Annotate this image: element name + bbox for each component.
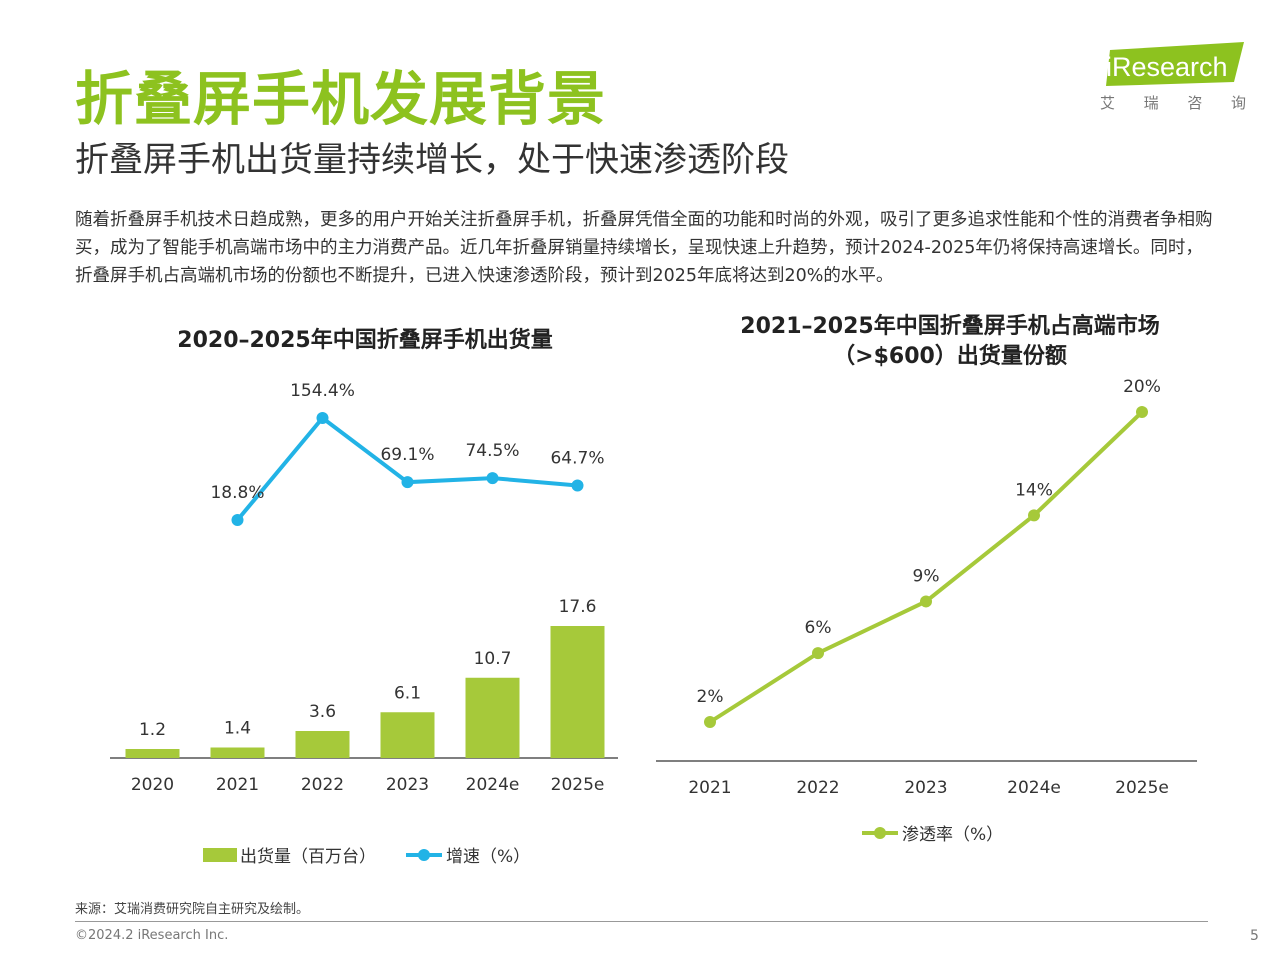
- chart1-growth-label-2025e: 64.7%: [550, 448, 604, 468]
- chart1-growth-label-2023: 69.1%: [380, 445, 434, 465]
- chart1-x-tick-2023: 2023: [386, 775, 429, 795]
- chart1-x-tick-2025e: 2025e: [551, 775, 605, 795]
- chart1-legend-line-label: 增速（%）: [446, 847, 530, 867]
- chart2-x-tick-2022: 2022: [796, 778, 839, 798]
- chart1-growth-label-2024e: 74.5%: [465, 441, 519, 461]
- chart1-x-tick-2021: 2021: [216, 775, 259, 795]
- chart2-x-tick-2025e: 2025e: [1115, 778, 1169, 798]
- chart1-legend-line-marker: [418, 849, 430, 861]
- chart1-bar-label-2023: 6.1: [394, 683, 421, 703]
- chart1-growth-point-2021: [231, 514, 244, 526]
- chart1-bar-2023: [380, 712, 435, 758]
- chart2-x-tick-2021: 2021: [688, 778, 731, 798]
- chart1-growth-point-2024e: [486, 472, 499, 485]
- copyright: ©2024.2 iResearch Inc.: [75, 928, 229, 943]
- chart1-legend-bar-swatch: [203, 848, 237, 862]
- chart1-bar-label-2025e: 17.6: [559, 597, 597, 617]
- chart2-point-2021: [704, 716, 716, 728]
- chart1-x-tick-2022: 2022: [301, 775, 344, 795]
- chart2-x-tick-2024e: 2024e: [1007, 778, 1061, 798]
- page-subtitle: 折叠屏手机出货量持续增长，处于快速渗透阶段: [75, 140, 789, 180]
- chart2-legend-label: 渗透率（%）: [902, 825, 1003, 845]
- chart2-point-2025e: [1136, 406, 1148, 418]
- chart2-label-2022: 6%: [805, 618, 832, 638]
- chart1-bar-2025e: [550, 626, 605, 758]
- chart1-bar-2020: [125, 749, 180, 758]
- page-number: 5: [1250, 928, 1259, 944]
- chart2-label-2023: 9%: [913, 566, 940, 586]
- source-note: 来源：艾瑞消费研究院自主研究及绘制。: [75, 902, 310, 917]
- chart1-bar-2024e: [465, 677, 520, 758]
- chart2-point-2022: [812, 647, 824, 660]
- chart1-title: 2020–2025年中国折叠屏手机出货量: [177, 328, 553, 353]
- svg-text:iResearch: iResearch: [1106, 52, 1228, 82]
- chart1-growth-point-2025e: [571, 479, 584, 492]
- chart1-bar-label-2020: 1.2: [139, 720, 166, 740]
- page-title: 折叠屏手机发展背景: [75, 65, 607, 133]
- chart1-bar-2021: [210, 747, 265, 758]
- chart1-growth-point-2023: [401, 476, 414, 489]
- chart2-point-2024e: [1028, 509, 1040, 522]
- chart2-label-2021: 2%: [697, 687, 724, 707]
- chart1-growth-point-2022: [316, 412, 329, 424]
- chart2-label-2025e: 20%: [1123, 377, 1161, 397]
- chart2-x-tick-2023: 2023: [904, 778, 947, 798]
- chart1-growth-label-2022: 154.4%: [290, 381, 355, 401]
- iresearch-logo: iResearch: [1106, 42, 1244, 86]
- chart2-legend-marker: [874, 827, 886, 839]
- chart2-title: 2021–2025年中国折叠屏手机占高端市场 （>$600）出货量份额: [740, 314, 1160, 369]
- body-paragraph: 随着折叠屏手机技术日趋成熟，更多的用户开始关注折叠屏手机，折叠屏凭借全面的功能和…: [75, 210, 1213, 286]
- chart1-x-tick-2020: 2020: [131, 775, 174, 795]
- chart2-label-2024e: 14%: [1015, 480, 1053, 500]
- chart1-bar-2022: [295, 731, 350, 758]
- chart1-x-tick-2024e: 2024e: [466, 775, 520, 795]
- chart1-bar-label-2024e: 10.7: [474, 649, 512, 669]
- logo-cn-text: 艾 瑞 咨 询: [1100, 94, 1246, 112]
- chart1-growth-label-2021: 18.8%: [210, 483, 264, 503]
- chart1-growth-line: [235, 415, 578, 522]
- chart1-bar-label-2021: 1.4: [224, 719, 251, 739]
- footer-divider: [75, 921, 1208, 922]
- chart1-bar-label-2022: 3.6: [309, 702, 336, 722]
- chart2-point-2023: [920, 595, 932, 608]
- chart1-legend-bar-label: 出货量（百万台）: [240, 847, 376, 867]
